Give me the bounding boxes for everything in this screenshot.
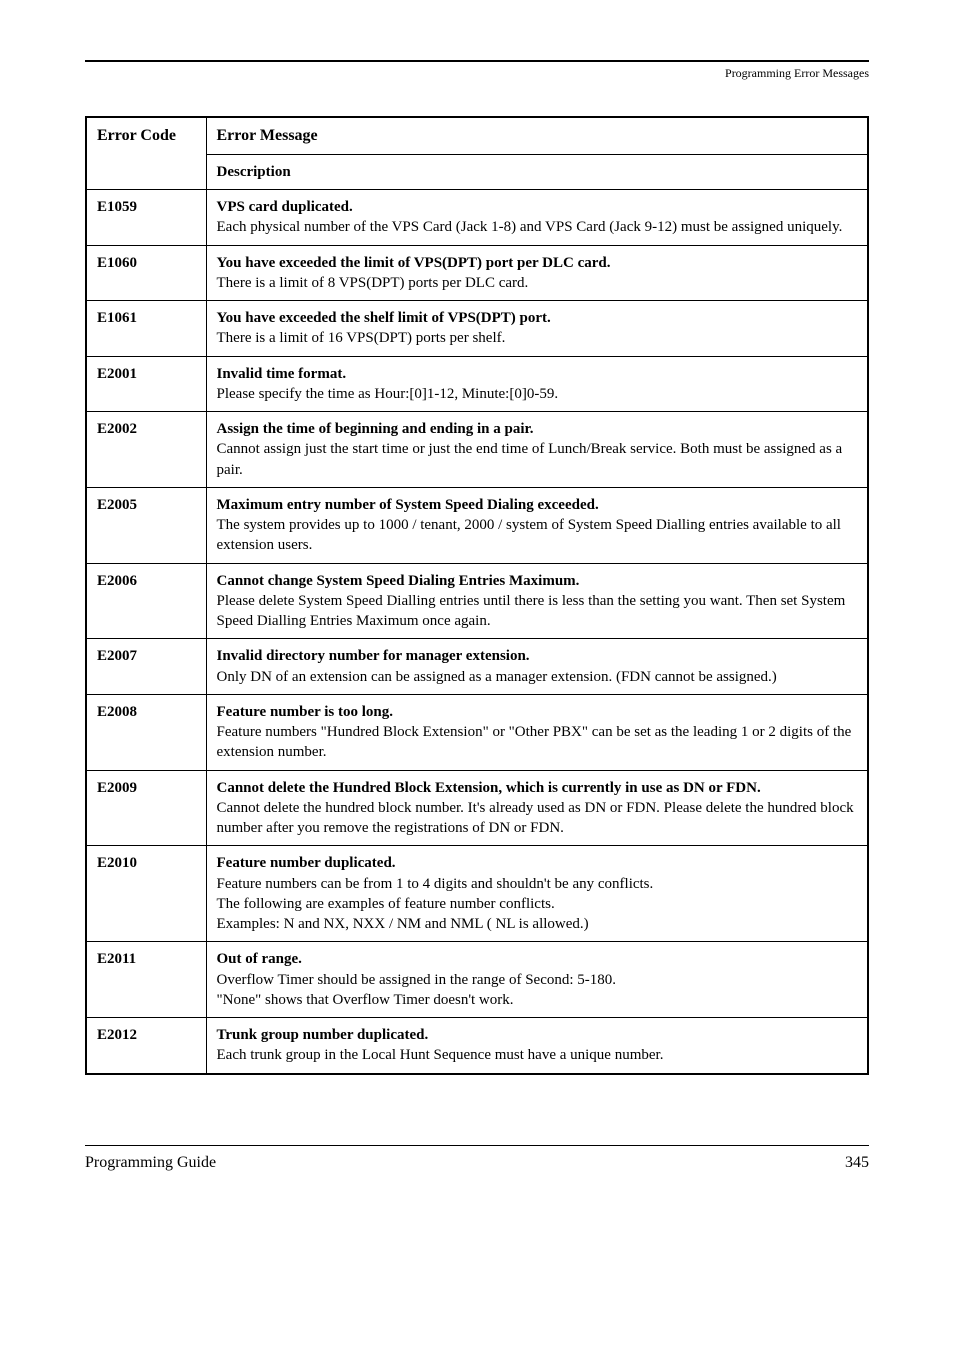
table-row: E2002 Assign the time of beginning and en… <box>86 412 868 488</box>
table-row: E2009 Cannot delete the Hundred Block Ext… <box>86 770 868 846</box>
table-row: E2012 Trunk group number duplicated. Each … <box>86 1018 868 1074</box>
table-row: E2008Feature number is too long.Feature … <box>86 694 868 770</box>
error-title: Out of range. <box>217 951 302 967</box>
col-error-code: Error Code <box>86 117 206 189</box>
error-desc-cell: Invalid directory number for manager ext… <box>206 639 868 695</box>
error-body: Each trunk group in the Local Hunt Seque… <box>217 1047 664 1063</box>
footer-title: Programming Guide <box>85 1152 216 1174</box>
error-title: Feature number duplicated. <box>217 855 396 871</box>
header-rule <box>85 60 869 62</box>
error-code-cell: E2005 <box>86 487 206 563</box>
error-title: Assign the time of beginning and ending … <box>217 421 534 437</box>
error-title: Cannot change System Speed Dialing Entri… <box>217 573 580 589</box>
table-header-row: Error Code Error Message <box>86 117 868 154</box>
error-desc-cell: Feature number is too long. Feature numbe… <box>206 694 868 770</box>
error-code-cell: E2006 <box>86 563 206 639</box>
error-body: Please delete System Speed Dialling entr… <box>217 593 846 629</box>
error-code-cell: E1060 <box>86 245 206 301</box>
table-row: E1061 You have exceeded the shelf limit o… <box>86 301 868 357</box>
error-table: Error Code Error Message Description E10… <box>85 116 869 1074</box>
error-desc-cell: Feature number duplicated. Feature number… <box>206 846 868 942</box>
error-title: You have exceeded the limit of VPS(DPT) … <box>217 255 611 271</box>
error-body: Feature numbers "Hundred Block Extension… <box>217 724 852 760</box>
error-code-cell: E2012 <box>86 1018 206 1074</box>
error-title: Invalid directory number for manager ext… <box>217 648 530 664</box>
header-section-label: Programming Error Messages <box>85 65 869 81</box>
table-row: E1060 You have exceeded the limit of VPS(… <box>86 245 868 301</box>
error-desc-cell: Invalid time format. Please specify the t… <box>206 356 868 412</box>
error-desc-cell: You have exceeded the shelf limit of VPS… <box>206 301 868 357</box>
error-title: Invalid time format. <box>217 366 347 382</box>
error-code-cell: E2007 <box>86 639 206 695</box>
error-title: Trunk group number duplicated. <box>217 1027 429 1043</box>
error-code-cell: E2002 <box>86 412 206 488</box>
error-title: VPS card duplicated. <box>217 199 353 215</box>
table-row: E2010Feature number duplicated.Feature n… <box>86 846 868 942</box>
footer-page-number: 345 <box>845 1152 869 1174</box>
page-footer: Programming Guide 345 <box>85 1145 869 1174</box>
error-desc-cell: Assign the time of beginning and ending … <box>206 412 868 488</box>
table-row: E2006 Cannot change System Speed Dialing … <box>86 563 868 639</box>
error-desc-cell: Maximum entry number of System Speed Dia… <box>206 487 868 563</box>
error-title: Maximum entry number of System Speed Dia… <box>217 497 599 513</box>
error-desc-cell: Out of range. Overflow Timer should be as… <box>206 942 868 1018</box>
error-code-cell: E2009 <box>86 770 206 846</box>
table-row: E2005 Maximum entry number of System Spee… <box>86 487 868 563</box>
error-body: Cannot assign just the start time or jus… <box>217 441 843 477</box>
error-body: Cannot delete the hundred block number. … <box>217 800 854 836</box>
error-title: Feature number is too long. <box>217 704 394 720</box>
table-row: E2007 Invalid directory number for manage… <box>86 639 868 695</box>
error-body: There is a limit of 16 VPS(DPT) ports pe… <box>217 330 506 346</box>
error-title: Cannot delete the Hundred Block Extensio… <box>217 780 761 796</box>
error-body: Feature numbers can be from 1 to 4 digit… <box>217 876 654 933</box>
error-body: There is a limit of 8 VPS(DPT) ports per… <box>217 275 529 291</box>
error-body: Each physical number of the VPS Card (Ja… <box>217 219 843 235</box>
col-description: Description <box>206 154 868 189</box>
error-desc-cell: Cannot change System Speed Dialing Entri… <box>206 563 868 639</box>
error-code-cell: E2001 <box>86 356 206 412</box>
error-desc-cell: VPS card duplicated. Each physical number… <box>206 190 868 246</box>
error-desc-cell: Trunk group number duplicated. Each trunk… <box>206 1018 868 1074</box>
error-code-cell: E1061 <box>86 301 206 357</box>
error-code-cell: E2008 <box>86 694 206 770</box>
error-body: Please specify the time as Hour:[0]1-12,… <box>217 386 559 402</box>
error-code-cell: E1059 <box>86 190 206 246</box>
error-desc-cell: Cannot delete the Hundred Block Extensio… <box>206 770 868 846</box>
error-desc-cell: You have exceeded the limit of VPS(DPT) … <box>206 245 868 301</box>
table-row: E1059 VPS card duplicated. Each physical n… <box>86 190 868 246</box>
error-code-cell: E2010 <box>86 846 206 942</box>
col-error-message: Error Message <box>206 117 868 154</box>
error-body: Only DN of an extension can be assigned … <box>217 669 777 685</box>
table-row: E2001 Invalid time format. Please specify … <box>86 356 868 412</box>
error-body: Overflow Timer should be assigned in the… <box>217 972 617 1008</box>
table-row: E2011 Out of range. Overflow Timer should … <box>86 942 868 1018</box>
error-code-cell: E2011 <box>86 942 206 1018</box>
error-title: You have exceeded the shelf limit of VPS… <box>217 310 551 326</box>
error-body: The system provides up to 1000 / tenant,… <box>217 517 841 553</box>
